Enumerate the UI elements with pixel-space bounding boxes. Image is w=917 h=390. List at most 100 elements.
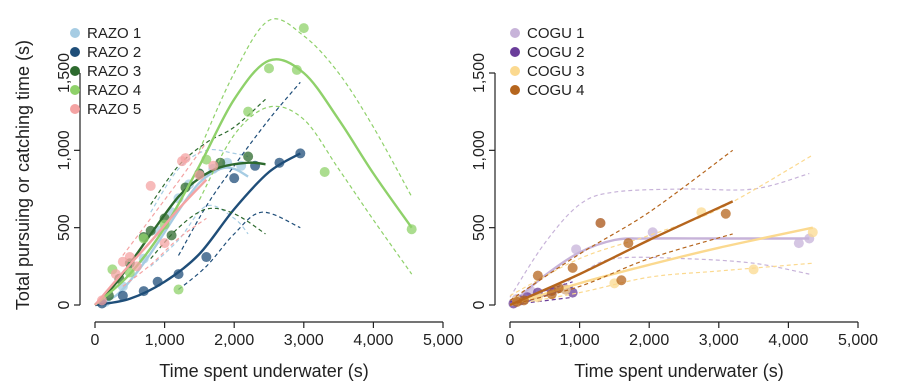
- legend-label: COGU 4: [527, 82, 585, 99]
- y-tick-label: 1,500: [56, 53, 73, 93]
- data-point: [166, 230, 177, 241]
- data-point: [243, 106, 254, 117]
- legend: RAZO 1 RAZO 2 RAZO 3 RAZO 4 RAZO 5: [70, 25, 141, 118]
- legend-marker: [70, 66, 80, 76]
- ci-lower-line: [198, 105, 413, 275]
- data-point: [291, 64, 302, 75]
- data-point: [406, 224, 417, 235]
- fit-line: [94, 152, 301, 307]
- data-point: [647, 227, 658, 238]
- fit-line: [509, 200, 734, 307]
- data-point: [159, 238, 170, 249]
- data-point: [124, 252, 135, 263]
- ci-upper-line: [509, 172, 810, 298]
- legend-marker: [510, 85, 520, 95]
- legend-marker: [510, 47, 520, 57]
- ci-upper-line: [509, 154, 814, 297]
- legend-marker: [70, 85, 80, 95]
- legend-label: RAZO 3: [87, 63, 141, 80]
- data-point: [295, 148, 306, 159]
- x-tick-label: 5,000: [423, 332, 463, 349]
- x-tick-label: 0: [506, 332, 515, 349]
- data-point: [532, 270, 543, 281]
- x-tick-label: 2,000: [629, 332, 669, 349]
- legend-marker: [70, 28, 80, 38]
- ci-upper-line: [177, 81, 301, 256]
- y-tick-label: 0: [56, 300, 73, 309]
- legend-label: COGU 1: [527, 25, 585, 42]
- data-point: [720, 208, 731, 219]
- data-point: [208, 160, 219, 171]
- data-point: [623, 238, 634, 249]
- series-razo-2: [94, 81, 306, 309]
- fit-line: [94, 58, 413, 306]
- y-tick-label: 500: [471, 214, 488, 241]
- data-point: [180, 153, 191, 164]
- data-point: [298, 23, 309, 34]
- x-axis-title: Time spent underwater (s): [574, 361, 783, 381]
- legend-label: COGU 3: [527, 63, 585, 80]
- series-razo-5: [94, 142, 219, 306]
- fit-line: [94, 178, 208, 306]
- data-point: [567, 262, 578, 273]
- y-tick-label: 1,000: [471, 130, 488, 170]
- axes: 0 1,000 2,000 3,000 4,000 5,000 0 500 1,000 1,500…: [471, 53, 878, 381]
- panel-razo: 0 1,000 2,000 3,000 4,000 5,000 0 500 1,000 1,500…: [13, 18, 463, 381]
- ci-lower-line: [150, 204, 249, 267]
- x-tick-label: 2,000: [214, 332, 254, 349]
- data-point: [595, 218, 606, 229]
- y-tick-label: 1,500: [471, 53, 488, 93]
- data-point: [616, 275, 627, 286]
- data-point: [96, 295, 107, 306]
- legend-label: RAZO 4: [87, 82, 141, 99]
- legend-marker: [510, 28, 520, 38]
- data-point: [264, 63, 274, 74]
- legend-label: RAZO 2: [87, 44, 141, 61]
- legend-label: COGU 2: [527, 44, 585, 61]
- y-tick-label: 500: [56, 214, 73, 241]
- x-tick-label: 1,000: [145, 332, 185, 349]
- x-tick-label: 4,000: [768, 332, 808, 349]
- ci-upper-line: [198, 18, 413, 197]
- y-axis-title: Total pursuing or catching time (s): [13, 40, 33, 310]
- x-tick-label: 5,000: [838, 332, 878, 349]
- data-point: [138, 233, 149, 244]
- fit-line: [509, 237, 810, 306]
- data-point: [807, 227, 818, 238]
- data-point: [243, 151, 254, 162]
- data-point: [194, 170, 205, 181]
- data-point: [117, 290, 128, 301]
- data-point: [546, 289, 557, 300]
- panel-cogu: 0 1,000 2,000 3,000 4,000 5,000 0 500 1,000 1,500…: [471, 25, 878, 381]
- legend-marker: [70, 104, 80, 114]
- data-point: [145, 180, 156, 191]
- ci-lower-line: [509, 233, 733, 306]
- y-tick-label: 0: [471, 300, 488, 309]
- series-cogu-3: [509, 154, 818, 307]
- ci-upper-line: [122, 142, 207, 256]
- series-cogu-4: [509, 149, 734, 307]
- data-point: [748, 264, 759, 275]
- legend-label: RAZO 5: [87, 101, 141, 118]
- legend: COGU 1 COGU 2 COGU 3 COGU 4: [510, 25, 585, 99]
- ci-lower-line: [178, 211, 301, 290]
- series-razo-4: [94, 18, 417, 306]
- data-point: [793, 238, 804, 249]
- axes: 0 1,000 2,000 3,000 4,000 5,000 0 500 1,000 1,500…: [13, 40, 463, 381]
- data-point: [145, 225, 156, 236]
- data-point: [173, 284, 184, 295]
- x-tick-label: 1,000: [560, 332, 600, 349]
- x-tick-label: 3,000: [284, 332, 324, 349]
- x-tick-label: 3,000: [699, 332, 739, 349]
- ci-lower-line: [122, 217, 207, 287]
- y-tick-label: 1,000: [56, 130, 73, 170]
- legend-label: RAZO 1: [87, 25, 141, 42]
- data-point: [131, 261, 142, 272]
- x-tick-label: 0: [91, 332, 100, 349]
- data-point: [229, 173, 240, 184]
- legend-marker: [70, 47, 80, 57]
- x-tick-label: 4,000: [353, 332, 393, 349]
- x-axis-title: Time spent underwater (s): [159, 361, 368, 381]
- data-point: [201, 252, 212, 263]
